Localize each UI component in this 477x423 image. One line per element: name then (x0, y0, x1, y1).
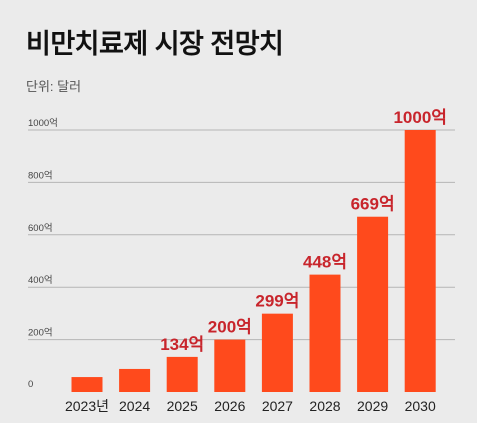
data-label: 200억 (208, 318, 252, 337)
bar (404, 130, 436, 392)
bar (357, 216, 389, 392)
x-tick-label: 2030 (405, 398, 436, 414)
x-tick-label: 2029 (357, 398, 388, 414)
bar (214, 339, 246, 392)
y-tick-label: 1000억 (28, 117, 58, 129)
x-tick-label: 2028 (309, 398, 340, 414)
x-tick-label: 2026 (214, 398, 245, 414)
data-label: 299억 (255, 292, 299, 311)
data-label: 1000억 (393, 108, 446, 127)
bar (71, 377, 103, 392)
y-tick-label: 600억 (28, 222, 53, 234)
x-tick-label: 2024 (119, 398, 150, 414)
bar (119, 368, 151, 392)
chart-title: 비만치료제 시장 전망치 (26, 29, 284, 59)
unit-label: 단위: 달러 (26, 79, 82, 94)
x-tick-label: 2025 (167, 398, 198, 414)
y-tick-label: 800억 (28, 169, 53, 181)
y-tick-label: 0 (28, 379, 33, 390)
bar (166, 356, 198, 392)
y-tick-label: 400억 (28, 274, 53, 286)
x-tick-label: 2023년 (65, 398, 109, 414)
bar (261, 313, 293, 392)
data-label: 134억 (160, 335, 204, 354)
data-label: 669억 (351, 195, 395, 214)
x-axis-ticks: 2023년 2024 2025 2026 2027 2028 2029 2030 (65, 398, 436, 414)
x-tick-label: 2027 (262, 398, 293, 414)
bar (309, 274, 341, 392)
grid-lines (28, 129, 455, 341)
y-axis-ticks: 0 200억 400억 600억 800억 1000억 (28, 117, 58, 390)
data-label: 448억 (303, 253, 347, 272)
bars (71, 130, 436, 392)
y-tick-label: 200억 (28, 327, 53, 339)
